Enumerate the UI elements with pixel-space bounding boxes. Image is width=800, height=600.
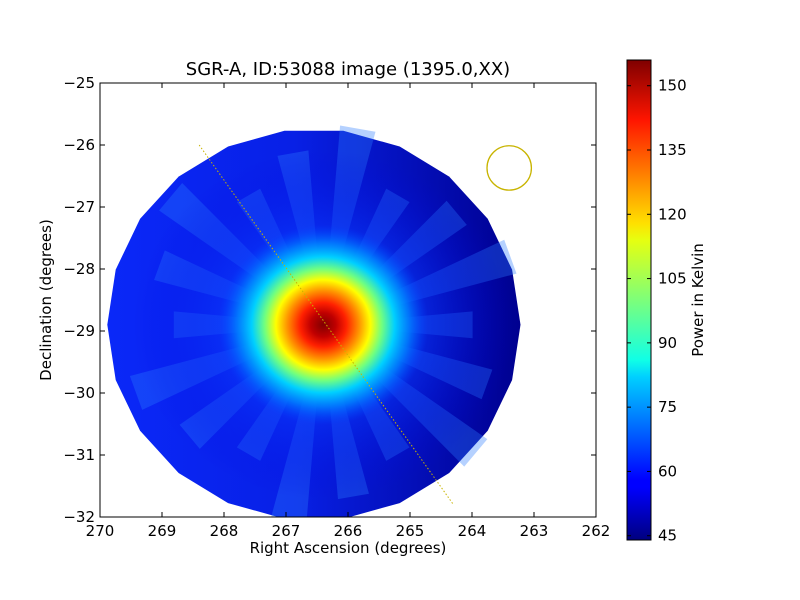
x-tick-label: 267 bbox=[272, 522, 301, 540]
x-tick-label: 264 bbox=[458, 522, 487, 540]
chart-title: SGR-A, ID:53088 image (1395.0,XX) bbox=[186, 59, 510, 80]
colorbar-label: Power in Kelvin bbox=[689, 243, 707, 357]
x-tick-label: 266 bbox=[334, 522, 363, 540]
x-tick-label: 268 bbox=[210, 522, 239, 540]
x-tick-label: 270 bbox=[86, 522, 115, 540]
x-tick-label: 263 bbox=[520, 522, 549, 540]
emission-peak bbox=[218, 224, 429, 425]
x-tick-label: 265 bbox=[396, 522, 425, 540]
colorbar bbox=[626, 59, 652, 541]
beam-circle bbox=[486, 145, 533, 191]
colorbar-tick-label: 60 bbox=[658, 462, 677, 480]
x-axis: 270 269 268 267 266 265 264 263 262 bbox=[86, 83, 611, 540]
x-tick-label: 262 bbox=[582, 522, 611, 540]
colorbar-ticks: 45 60 75 90 105 120 135 150 bbox=[627, 77, 687, 545]
colorbar-tick-label: 75 bbox=[658, 398, 677, 416]
y-tick-label: −29 bbox=[63, 322, 95, 340]
plot-area bbox=[107, 125, 533, 517]
x-axis-label: Right Ascension (degrees) bbox=[250, 539, 447, 557]
colorbar-tick-label: 135 bbox=[658, 141, 687, 159]
y-tick-label: −31 bbox=[63, 446, 95, 464]
y-axis: −25 −26 −27 −28 −29 −30 −31 −32 bbox=[63, 74, 596, 526]
colorbar-tick-label: 90 bbox=[658, 334, 677, 352]
y-tick-label: −32 bbox=[63, 508, 95, 526]
colorbar-tick-label: 105 bbox=[658, 270, 687, 288]
y-tick-label: −28 bbox=[63, 260, 95, 278]
colorbar-tick-label: 45 bbox=[658, 527, 677, 545]
y-tick-label: −27 bbox=[63, 198, 95, 216]
y-tick-label: −25 bbox=[63, 74, 95, 92]
y-axis-label: Declination (degrees) bbox=[37, 219, 55, 381]
x-tick-label: 269 bbox=[148, 522, 177, 540]
y-tick-label: −26 bbox=[63, 136, 95, 154]
y-tick-label: −30 bbox=[63, 384, 95, 402]
colorbar-tick-label: 150 bbox=[658, 77, 687, 95]
colorbar-tick-label: 120 bbox=[658, 205, 687, 223]
